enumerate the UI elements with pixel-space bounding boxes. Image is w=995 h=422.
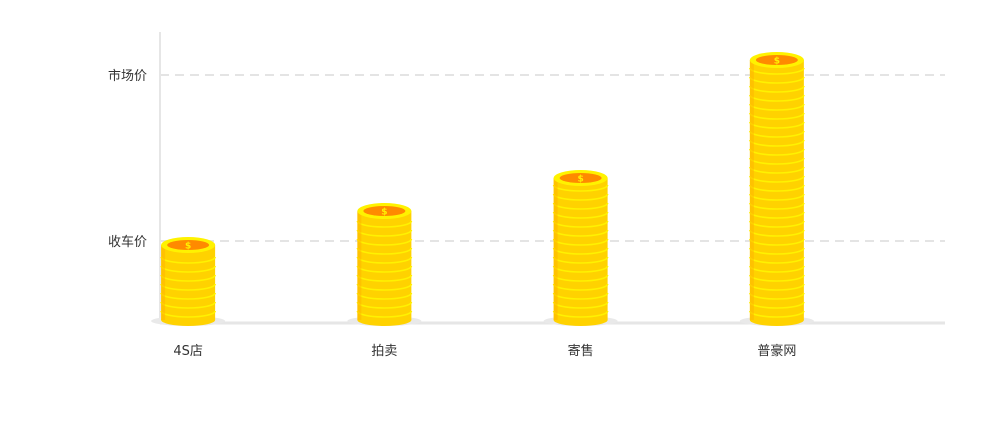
top-coin-face: [755, 55, 798, 65]
coin-stack-body: [553, 178, 608, 320]
coin-stack-shade: [553, 178, 558, 320]
category-labels: 4S店 拍卖 寄售 普豪网: [173, 343, 796, 359]
top-coin-face: [363, 206, 406, 216]
category-label: 4S店: [173, 344, 203, 359]
dollar-icon: $: [774, 57, 780, 67]
coin-stacks: $ $ $ $: [151, 52, 814, 326]
coin-stack-shade: [161, 245, 166, 320]
category-label: 普豪网: [757, 343, 796, 359]
category-label: 寄售: [568, 343, 594, 359]
coin-stack-bar: $: [347, 203, 422, 326]
coin-stack-shade: [357, 211, 362, 320]
reference-line-label: 收车价: [108, 234, 147, 250]
category-label: 拍卖: [371, 344, 397, 359]
coin-stack-body: [357, 211, 412, 320]
coin-stack-bar: $: [739, 52, 814, 326]
top-coin-face: [559, 173, 602, 183]
reference-line-label: 市场价: [108, 68, 147, 84]
coin-stack-bar: $: [543, 170, 618, 326]
dollar-icon: $: [185, 242, 191, 252]
coin-stack-shade: [749, 60, 754, 320]
dollar-icon: $: [577, 175, 583, 185]
dollar-icon: $: [381, 208, 387, 218]
top-coin-face: [167, 240, 210, 250]
coin-stack-bar: $: [151, 237, 226, 326]
